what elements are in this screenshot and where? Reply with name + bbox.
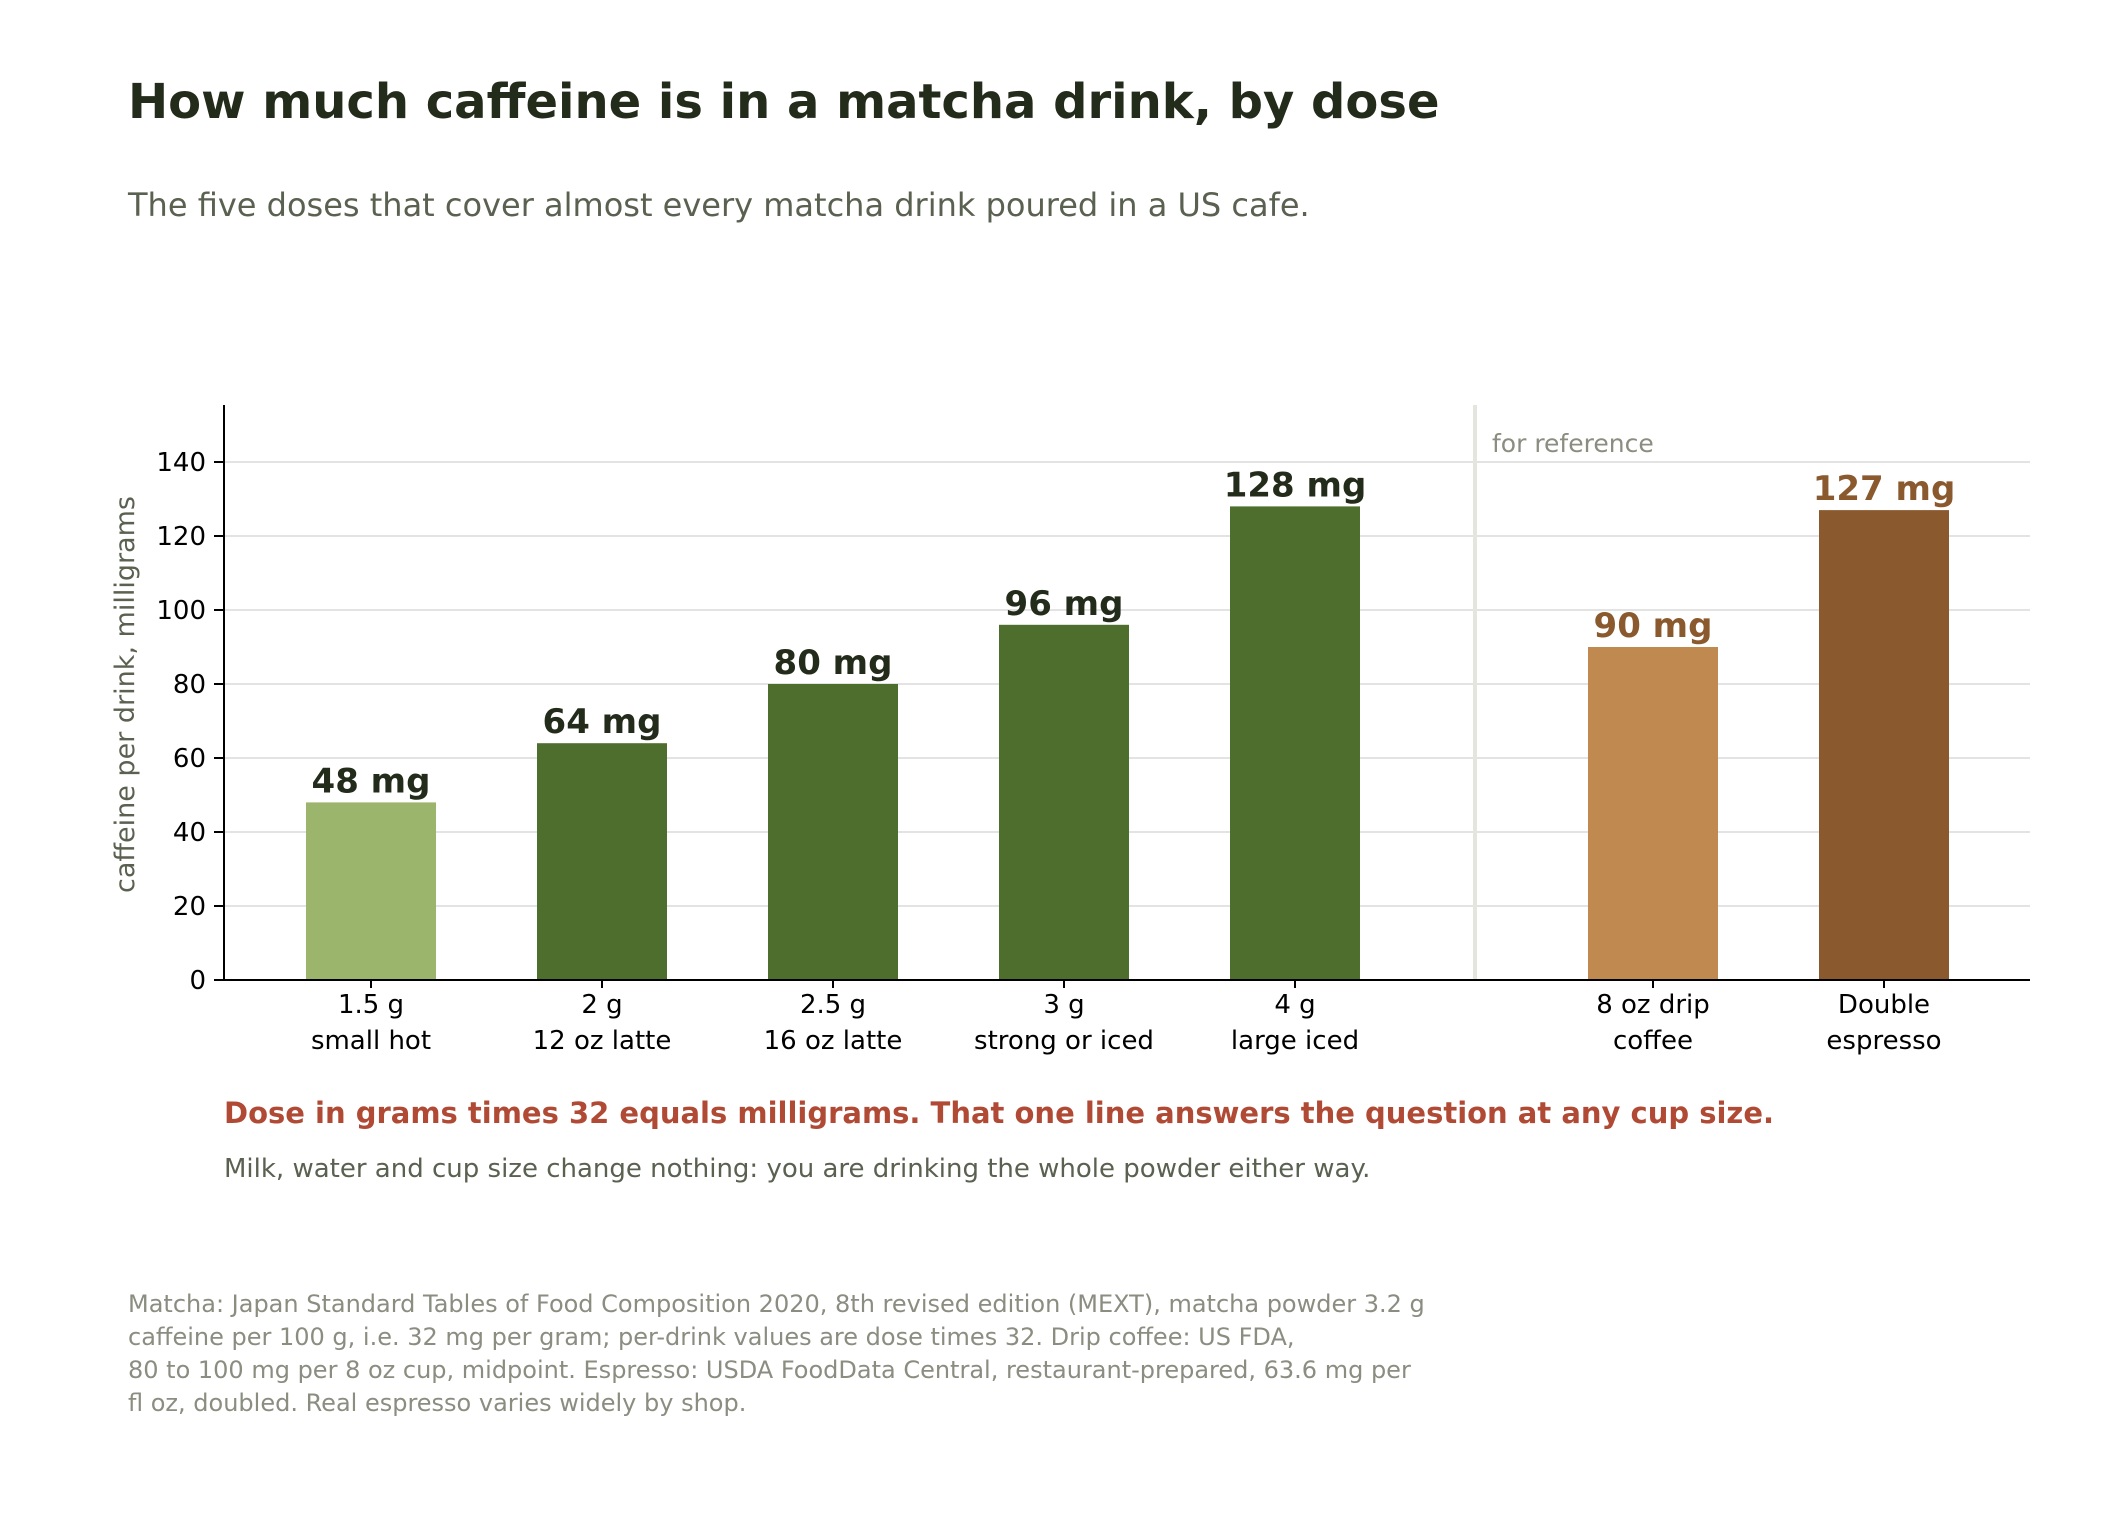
bar [537, 743, 667, 980]
source-line: Matcha: Japan Standard Tables of Food Co… [128, 1290, 1425, 1318]
y-tick-label: 120 [156, 522, 206, 552]
x-tick-label: 1.5 g [338, 990, 404, 1020]
x-tick-label: 2 g [581, 990, 622, 1020]
x-tick-label: 8 oz drip [1596, 990, 1710, 1020]
x-tick-label: 12 oz latte [533, 1026, 672, 1056]
y-tick-label: 80 [173, 670, 206, 700]
x-tick-label: espresso [1826, 1026, 1941, 1056]
bar [999, 624, 1129, 980]
y-tick-label: 100 [156, 596, 206, 626]
source-note: Matcha: Japan Standard Tables of Food Co… [128, 1288, 1548, 1420]
bar-value-label: 80 mg [774, 643, 893, 683]
bar-value-label: 96 mg [1005, 584, 1124, 624]
bar [768, 684, 898, 980]
bar [1819, 510, 1949, 980]
chart-subtitle: The five doses that cover almost every m… [128, 186, 1310, 224]
takeaway-note: Milk, water and cup size change nothing:… [224, 1154, 1371, 1184]
x-tick-label: Double [1838, 990, 1930, 1020]
bar-value-label: 48 mg [312, 761, 431, 801]
y-tick-label: 0 [189, 966, 206, 996]
x-tick-label: large iced [1231, 1026, 1359, 1056]
source-line: fl oz, doubled. Real espresso varies wid… [128, 1389, 747, 1417]
bar [306, 802, 436, 980]
takeaway-headline: Dose in grams times 32 equals milligrams… [224, 1096, 1774, 1130]
source-line: 80 to 100 mg per 8 oz cup, midpoint. Esp… [128, 1356, 1411, 1384]
x-tick-label: coffee [1613, 1026, 1693, 1056]
bar-value-label: 127 mg [1813, 469, 1956, 509]
bar-value-label: 64 mg [543, 702, 662, 742]
y-tick-label: 60 [173, 744, 206, 774]
x-tick-label: 3 g [1043, 990, 1084, 1020]
reference-label: for reference [1492, 429, 1654, 458]
bar [1588, 647, 1718, 980]
x-tick-label: 16 oz latte [764, 1026, 903, 1056]
y-tick-label: 40 [173, 818, 206, 848]
bar-value-label: 128 mg [1224, 465, 1367, 505]
y-tick-label: 140 [156, 448, 206, 478]
chart-title: How much caffeine is in a matcha drink, … [128, 74, 1440, 130]
x-tick-label: 4 g [1274, 990, 1315, 1020]
x-tick-label: small hot [311, 1026, 431, 1056]
y-axis-title: caffeine per drink, milligrams [110, 496, 141, 893]
x-tick-label: 2.5 g [800, 990, 866, 1020]
x-tick-label: strong or iced [974, 1026, 1154, 1056]
bar-value-label: 90 mg [1594, 606, 1713, 646]
y-tick-label: 20 [173, 892, 206, 922]
source-line: caffeine per 100 g, i.e. 32 mg per gram;… [128, 1323, 1295, 1351]
bar [1230, 506, 1360, 980]
